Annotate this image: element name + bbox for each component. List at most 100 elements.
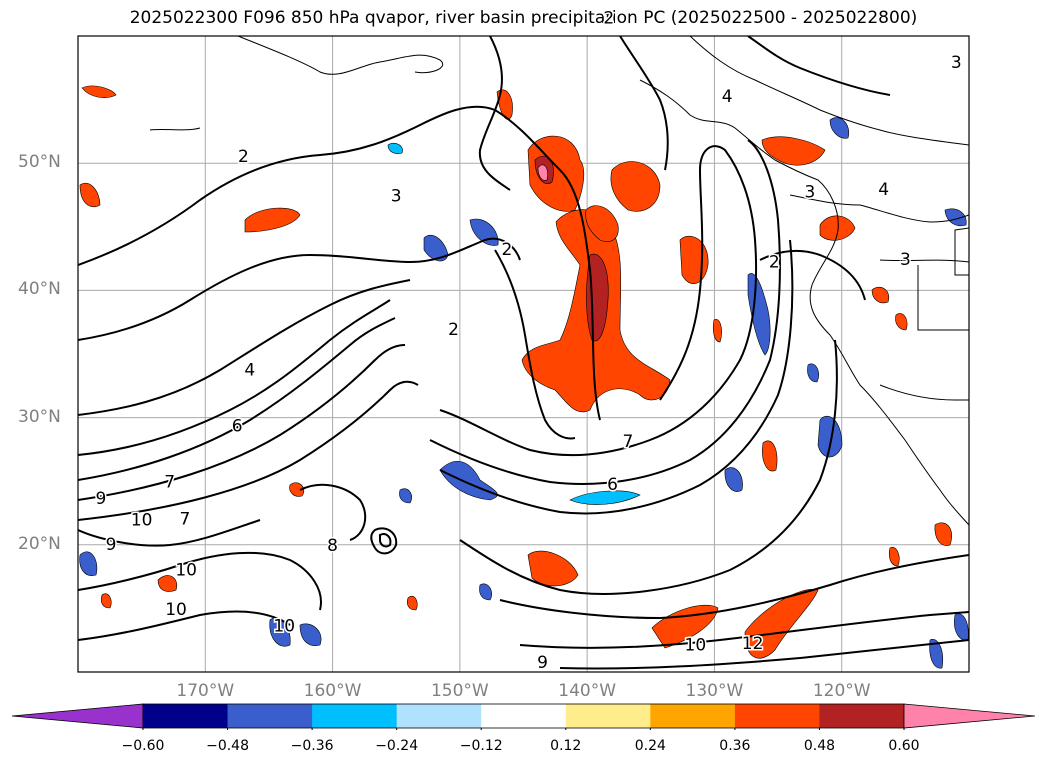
map-frame <box>77 35 970 673</box>
precip-blob <box>762 440 778 472</box>
precip-blob <box>888 546 900 567</box>
colorbar-tick-label: −0.24 <box>375 738 419 754</box>
precip-blob <box>496 89 513 120</box>
precip-blob <box>406 595 418 611</box>
latitude-label: 40°N <box>18 279 61 300</box>
contour-label: 10 <box>273 616 295 636</box>
colorbar-tick-label: 0.24 <box>634 738 666 754</box>
contour-label: 2 <box>502 240 513 260</box>
qvapor-contours <box>78 36 969 670</box>
coastlines <box>149 36 969 526</box>
colorbar-cell <box>227 704 313 728</box>
precip-blob <box>527 135 585 212</box>
contour-label: 6 <box>607 475 618 495</box>
contour-label: 2 <box>769 253 780 273</box>
colorbar-tick-label: −0.48 <box>206 738 249 754</box>
contour-label: 9 <box>95 489 106 509</box>
contour-label: 10 <box>165 600 187 620</box>
contour-label: 10 <box>131 511 153 531</box>
precip-blob <box>100 593 112 609</box>
precip-blob <box>479 583 492 601</box>
precip-positive-fields <box>79 85 952 659</box>
precip-blob <box>934 522 952 546</box>
contour-label-layer: 2 3 4 6 2 2 4 2 7 6 7 9 10 7 9 10 10 10 8 9 10 12 3 4 3 3 2 <box>94 7 963 675</box>
map-title: 2025022300 F096 850 hPa qvapor, river ba… <box>129 8 918 28</box>
precip-blob <box>585 205 619 242</box>
colorbar-tick-label: 0.60 <box>888 738 920 754</box>
colorbar <box>11 703 1036 730</box>
precip-blob <box>819 215 856 241</box>
colorbar-tick-label: 0.12 <box>550 738 582 754</box>
colorbar-cell <box>143 704 229 728</box>
precip-blob <box>569 490 641 505</box>
colorbar-tick-label: −0.36 <box>290 738 334 754</box>
precip-blob <box>244 207 301 233</box>
precip-blob <box>871 286 890 304</box>
colorbar-cell <box>312 704 398 728</box>
contour-label: 12 <box>742 634 764 654</box>
precip-blob <box>724 467 743 492</box>
colorbar-tick-label: 0.48 <box>803 738 836 754</box>
precip-blob <box>807 363 819 383</box>
precip-blob <box>610 161 661 212</box>
contour-label: 9 <box>106 535 117 555</box>
contour-label: 3 <box>951 53 962 73</box>
colorbar-extend-min <box>11 703 144 729</box>
contour-label: 7 <box>164 473 175 493</box>
precip-blob <box>651 604 719 649</box>
colorbar-cell <box>819 704 905 728</box>
colorbar-tick-label: 0.36 <box>719 738 751 754</box>
precip-blob <box>79 551 98 576</box>
longitude-label: 170°W <box>176 681 235 701</box>
latitude-label: 20°N <box>18 533 61 554</box>
longitude-label: 140°W <box>558 681 617 701</box>
contour-label: 7 <box>180 509 191 529</box>
colorbar-cell <box>565 704 651 728</box>
precip-blob <box>157 575 178 592</box>
colorbar-tick-label: −0.12 <box>459 738 503 754</box>
contour-label: 7 <box>622 432 633 452</box>
precip-blob <box>712 319 722 343</box>
contour-label: 2 <box>238 147 249 167</box>
map-panel: 2 3 4 6 2 2 4 2 7 6 7 9 10 7 9 10 10 10 8 9 10 12 3 4 3 3 2 <box>77 7 970 675</box>
contour-label: 10 <box>175 560 197 580</box>
precip-blob <box>299 623 322 646</box>
precip-blob <box>944 208 967 227</box>
precip-blob <box>81 85 117 98</box>
contour-label: 3 <box>804 183 815 203</box>
longitude-label: 120°W <box>812 681 871 701</box>
colorbar-tick-label: −0.60 <box>121 738 165 754</box>
latitude-label: 30°N <box>18 406 61 427</box>
precip-blob <box>817 415 843 458</box>
latitude-label: 50°N <box>18 152 61 173</box>
contour-label: 4 <box>244 361 255 381</box>
precip-blob <box>761 136 826 166</box>
colorbar-cell <box>734 704 820 728</box>
precip-blob <box>79 183 101 208</box>
contour-label: 4 <box>722 87 733 107</box>
precip-blob <box>537 164 548 181</box>
longitude-label: 160°W <box>303 681 362 701</box>
contour-label: 2 <box>603 8 614 28</box>
contour-label: 10 <box>685 635 707 655</box>
precip-blob <box>289 482 305 497</box>
contour-label: 3 <box>391 186 402 206</box>
precip-blob <box>829 117 850 139</box>
colorbar-cell <box>396 704 482 728</box>
contour-label: 6 <box>232 417 243 437</box>
contour-label: 3 <box>900 250 911 270</box>
precip-blob <box>895 313 908 331</box>
colorbar-cell <box>481 704 567 728</box>
longitude-label: 130°W <box>685 681 744 701</box>
contour-label: 8 <box>327 536 338 556</box>
contour-label: 2 <box>448 320 459 340</box>
precip-blob <box>387 142 403 154</box>
contour-label: 9 <box>537 653 548 673</box>
precip-blob <box>744 589 819 659</box>
contour-label: 4 <box>878 180 889 200</box>
precip-blob <box>929 639 943 669</box>
precip-blob <box>399 488 412 504</box>
colorbar-cell <box>650 704 736 728</box>
colorbar-extend-max <box>903 703 1036 729</box>
map-background <box>78 36 969 672</box>
